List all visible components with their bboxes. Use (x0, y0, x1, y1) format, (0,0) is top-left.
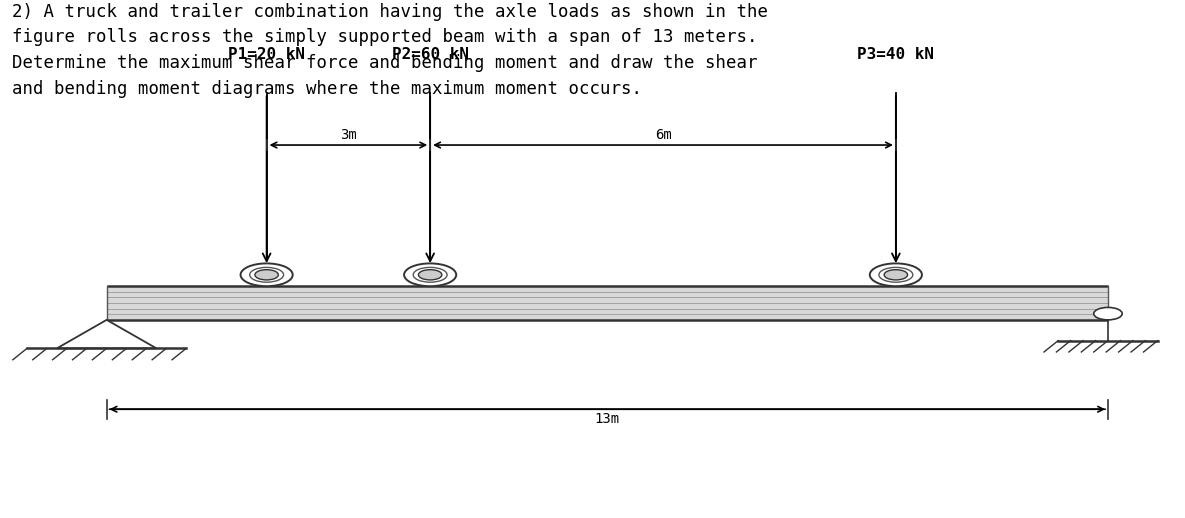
Bar (107, 286, 1108, 320)
Circle shape (418, 270, 442, 280)
Text: 6m: 6m (654, 128, 672, 142)
Circle shape (414, 267, 447, 282)
Text: 13m: 13m (595, 412, 620, 426)
Circle shape (241, 264, 293, 286)
Text: P3=40 kN: P3=40 kN (858, 47, 934, 62)
Text: P2=60 kN: P2=60 kN (392, 47, 468, 62)
Circle shape (879, 267, 912, 282)
Circle shape (250, 267, 283, 282)
Text: 3m: 3m (340, 128, 357, 142)
Polygon shape (57, 320, 156, 349)
Text: P1=20 kN: P1=20 kN (229, 47, 305, 62)
Text: 2) A truck and trailer combination having the axle loads as shown in the
figure : 2) A truck and trailer combination havin… (12, 3, 768, 98)
Circle shape (884, 270, 908, 280)
Circle shape (1094, 308, 1122, 320)
Circle shape (404, 264, 456, 286)
Circle shape (255, 270, 278, 280)
Circle shape (870, 264, 922, 286)
